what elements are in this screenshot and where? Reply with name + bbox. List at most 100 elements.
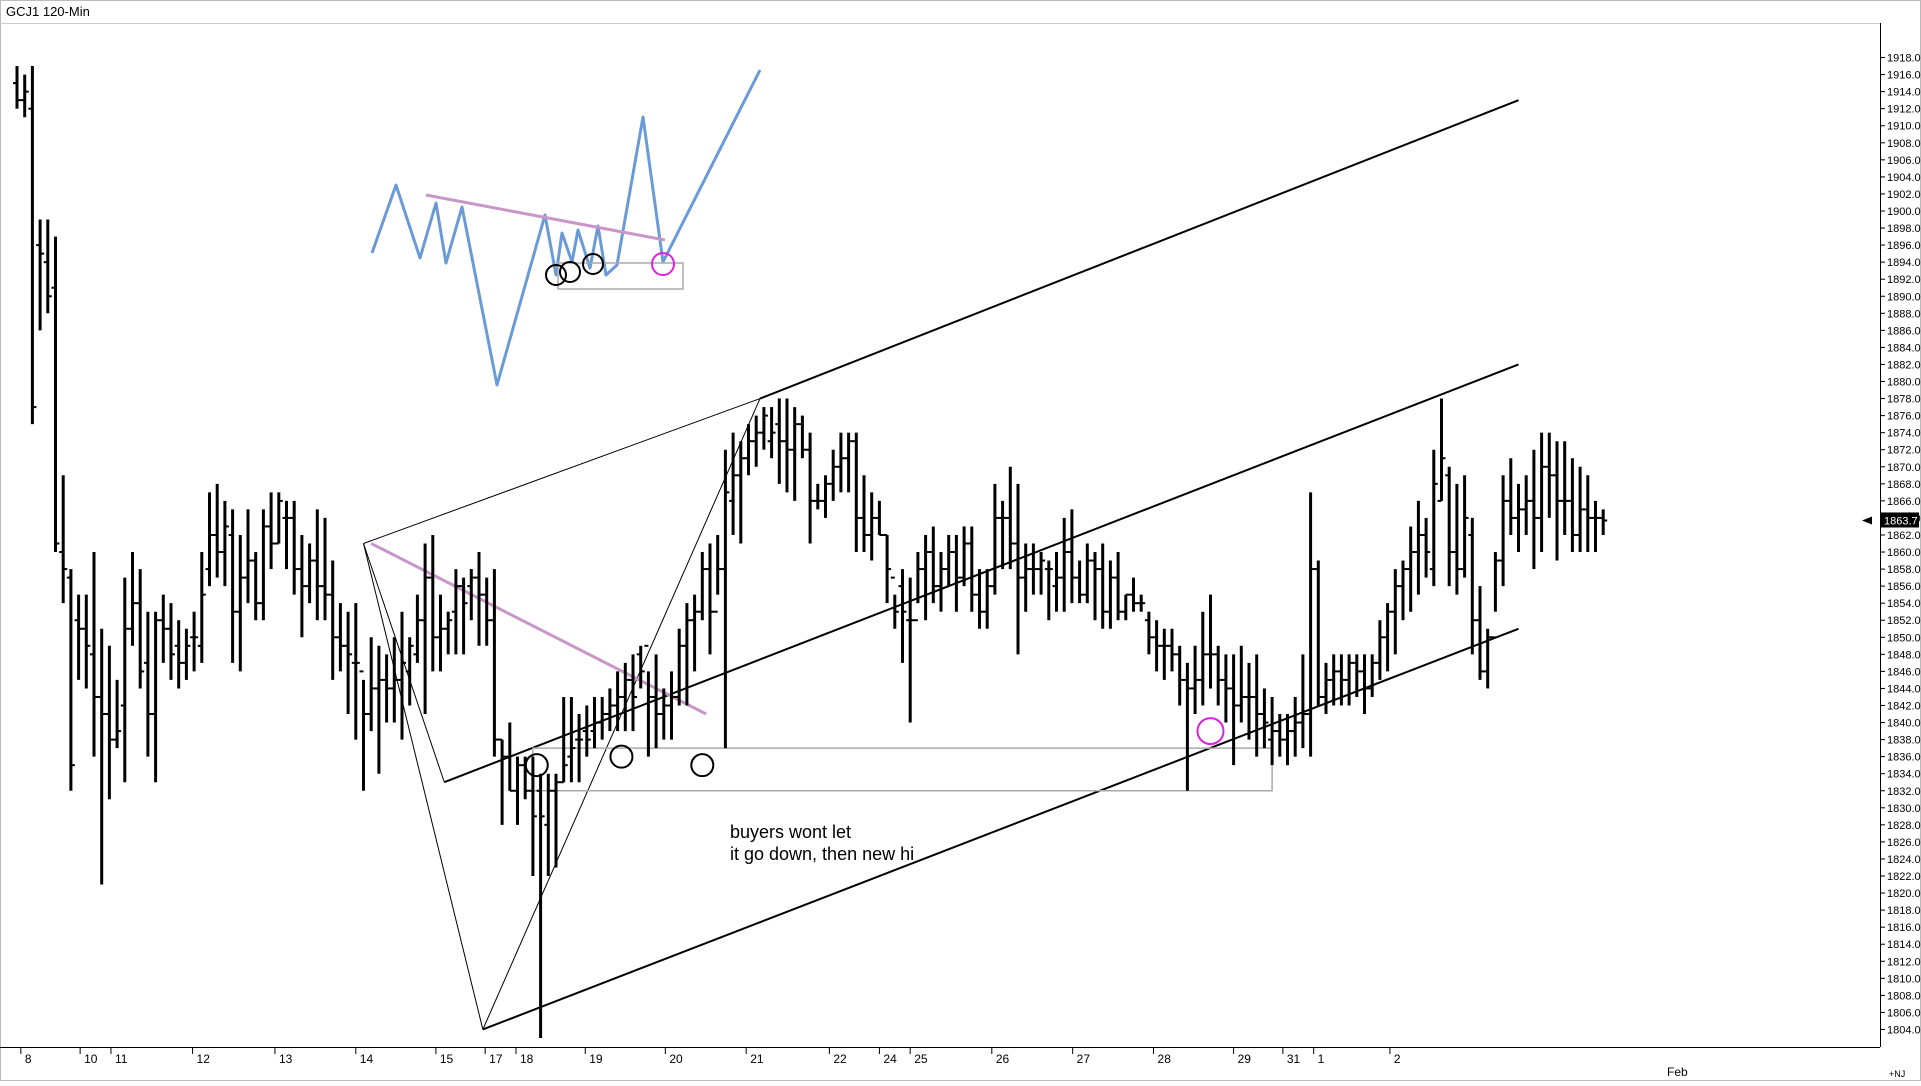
- ohlc-bar: [475, 552, 483, 646]
- ohlc-bar: [1514, 483, 1523, 553]
- ohlc-bar: [1106, 560, 1115, 629]
- ohlc-bar: [1576, 466, 1585, 553]
- ohlc-bar: [213, 483, 222, 578]
- ohlc-bar: [344, 611, 353, 715]
- ohlc-bar: [220, 500, 229, 587]
- ohlc-bar: [729, 432, 738, 535]
- ohlc-bar: [598, 696, 607, 740]
- ohlc-bar: [806, 432, 815, 544]
- ohlc-bar: [1214, 645, 1223, 706]
- ohlc-bar: [228, 509, 237, 663]
- ohlc-bar: [1352, 654, 1361, 697]
- ohlc-bar: [1391, 569, 1400, 655]
- ohlc-bar: [821, 475, 830, 518]
- ohlc-bar: [744, 424, 753, 476]
- ohlc-bar: [967, 526, 976, 612]
- price-tick-label: 1830.0: [1887, 803, 1921, 815]
- ohlc-bar: [836, 432, 845, 493]
- ohlc-bar: [1560, 441, 1569, 535]
- time-tick-label: 13: [279, 1052, 293, 1066]
- price-tick-label: 1808.0: [1887, 990, 1921, 1002]
- ohlc-bar: [1583, 475, 1592, 553]
- price-tick-label: 1888.0: [1887, 308, 1921, 320]
- ohlc-bar: [975, 569, 984, 629]
- price-tick-label: 1848.0: [1887, 649, 1921, 661]
- price-tick-label: 1866.0: [1887, 496, 1921, 508]
- ohlc-bar: [1483, 628, 1492, 689]
- ohlc-bar: [1245, 662, 1253, 740]
- ohlc-bar: [1283, 714, 1292, 766]
- time-tick-label: 28: [1158, 1052, 1172, 1066]
- ohlc-bar: [1329, 654, 1338, 706]
- annotation-text-line-1: buyers wont let: [730, 822, 851, 842]
- time-tick-label: 12: [197, 1052, 211, 1066]
- ohlc-bar: [1522, 475, 1531, 535]
- ohlc-bar: [1360, 654, 1369, 715]
- ohlc-bar: [952, 534, 961, 612]
- ohlc-bar: [20, 74, 29, 118]
- price-tick-label: 1804.0: [1887, 1024, 1921, 1036]
- ohlc-bar: [1399, 560, 1407, 621]
- ohlc-bar: [913, 552, 922, 622]
- ohlc-bar: [297, 534, 306, 638]
- ohlc-bar: [1298, 654, 1307, 749]
- ohlc-bar: [1275, 714, 1284, 757]
- ohlc-bar: [143, 611, 152, 757]
- ohlc-bar: [1160, 628, 1169, 680]
- ohlc-bar: [390, 637, 399, 723]
- price-tick-label: 1822.0: [1887, 871, 1921, 883]
- time-tick-label: 21: [750, 1052, 764, 1066]
- ohlc-bar: [1406, 526, 1415, 612]
- price-tick-label: 1810.0: [1887, 973, 1921, 985]
- ohlc-bar: [713, 534, 722, 613]
- ohlc-bar: [459, 577, 468, 655]
- ohlc-bar: [652, 654, 661, 749]
- ohlc-bar: [590, 696, 599, 749]
- ohlc-bar: [528, 756, 537, 877]
- inset-sketch-circle: [582, 253, 604, 275]
- ohlc-bar: [274, 492, 283, 545]
- price-tick-label: 1824.0: [1887, 854, 1921, 866]
- inset-sketch-trendline: [425, 193, 666, 242]
- ohlc-bar: [351, 603, 360, 740]
- inset-sketch-circle: [559, 261, 581, 283]
- ohlc-bar: [1260, 688, 1269, 749]
- ohlc-bar: [1445, 466, 1454, 587]
- ohlc-bar: [1383, 603, 1392, 672]
- ohlc-bar: [875, 500, 884, 536]
- ohlc-bar: [1591, 500, 1600, 553]
- ohlc-bar: [190, 611, 199, 672]
- ohlc-bar: [174, 620, 183, 689]
- price-tick-label: 1910.0: [1887, 121, 1921, 133]
- price-tick-label: 1818.0: [1887, 905, 1921, 917]
- fork-line-left: [363, 543, 484, 1030]
- ohlc-bar: [205, 492, 214, 587]
- ohlc-bar: [467, 569, 476, 621]
- price-bars: [13, 66, 1608, 1038]
- price-tick-label: 1842.0: [1887, 700, 1921, 712]
- price-tick-label: 1856.0: [1887, 581, 1921, 593]
- ohlc-bar: [513, 756, 522, 825]
- ohlc-bar: [1114, 552, 1123, 621]
- time-tick-label: 8: [25, 1052, 32, 1066]
- time-tick-label: 29: [1238, 1052, 1252, 1066]
- ohlc-bar: [136, 569, 145, 689]
- ohlc-bar: [675, 628, 684, 706]
- ohlc-bar: [413, 594, 422, 663]
- price-tick-label: 1902.0: [1887, 189, 1921, 201]
- ohlc-bar: [1229, 654, 1238, 766]
- ohlc-bar: [1044, 560, 1053, 621]
- ohlc-bar: [960, 526, 969, 587]
- ohlc-bar: [813, 483, 822, 510]
- inset-sketch-circle: [545, 264, 567, 286]
- time-tick-label: 26: [996, 1052, 1010, 1066]
- time-tick-label: 10: [84, 1052, 98, 1066]
- last-price-label: 1863.7: [1884, 515, 1918, 527]
- ohlc-bar: [267, 492, 276, 570]
- ohlc-bar: [1037, 552, 1046, 595]
- price-tick-label: 1814.0: [1887, 939, 1921, 951]
- ohlc-bar: [829, 449, 838, 501]
- ohlc-bar: [890, 576, 899, 629]
- price-tick-label: 1874.0: [1887, 428, 1921, 440]
- ohlc-bar: [998, 500, 1007, 570]
